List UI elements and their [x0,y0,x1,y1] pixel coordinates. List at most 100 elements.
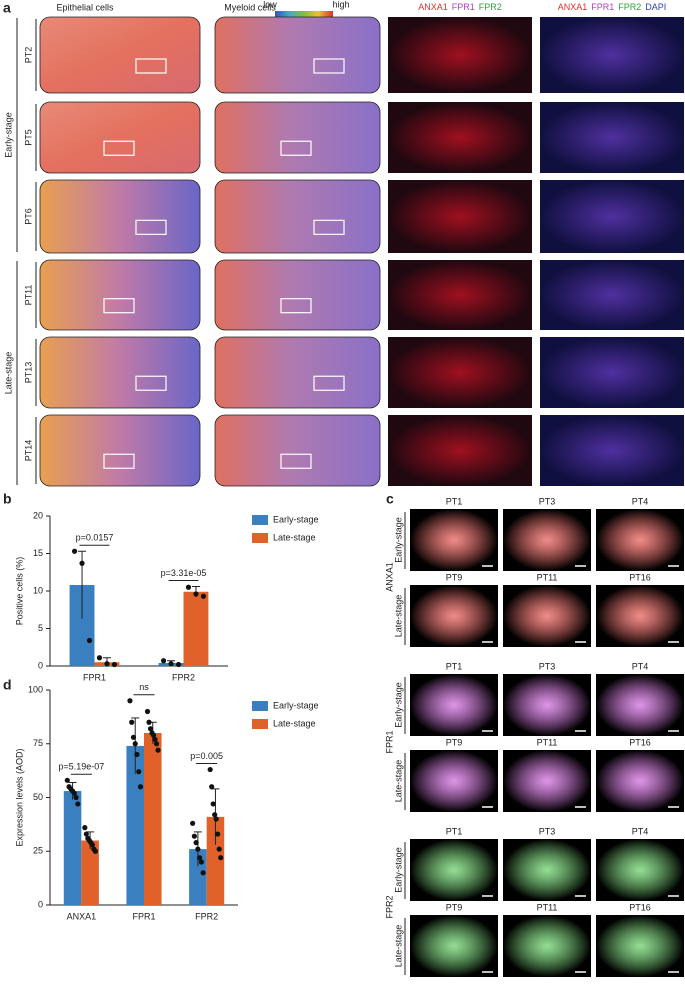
fluorescence-image [410,585,498,647]
sample-label: PT3 [539,496,556,506]
spatial-map [39,101,201,174]
data-point [73,794,79,801]
bar [206,816,225,905]
data-point [198,859,205,865]
data-point [144,708,151,715]
fluorescence-image [540,337,684,408]
panel-letter: c [386,491,394,507]
sample-label: PT4 [632,661,649,671]
fluorescence-image [410,915,498,977]
data-point [218,855,224,861]
fluorescence-image [410,750,498,812]
spatial-map [39,259,201,331]
sample-label: PT11 [537,737,558,747]
data-point [195,846,201,852]
spatial-map [39,414,201,487]
fluorescence-image [410,674,498,736]
x-tick-label: FPR2 [195,911,218,921]
stain-name: ANXA1 [418,2,448,12]
roi-box [280,140,312,156]
data-point [200,870,206,876]
fluorescence-image [388,415,532,486]
data-point [75,801,81,807]
stage-label: Early-stage [393,682,403,728]
stain-name: DAPI [645,2,666,12]
p-value: p=5.19e-07 [58,762,104,772]
sample-label: PT11 [23,285,33,306]
fluorescence-image [540,260,684,330]
column-header: Epithelial cells [56,2,114,12]
data-point [134,751,140,758]
stage-label: Late-stage [393,760,403,803]
data-point [79,560,85,566]
roi-box [135,219,167,235]
data-point [104,661,110,667]
stage-label: Late-stage [393,925,403,968]
sample-label: PT11 [537,902,558,912]
sample-label: PT3 [539,826,556,836]
fluorescence-image [596,750,684,812]
fluorescence-image [388,260,532,330]
spatial-map [214,179,381,254]
legend-label: Late-stage [273,532,316,542]
sample-label: PT14 [23,440,33,462]
stain-header: ANXA1 FPR1 FPR2 DAPI [558,2,667,12]
spatial-map [214,336,381,409]
data-point [207,766,213,773]
data-point [210,801,216,807]
data-point [191,833,197,839]
roi-box [103,140,135,156]
sample-label: PT16 [629,902,651,912]
sample-label: PT11 [537,572,558,582]
fluorescence-image [596,509,684,571]
y-axis-label: Expression levels (AOD) [14,748,24,846]
stain-name: FPR2 [618,2,641,12]
data-point [212,812,218,818]
data-point [89,842,95,848]
p-value: ns [139,682,149,692]
sample-label: PT9 [446,737,463,747]
sample-label: PT1 [446,826,463,836]
x-tick-label: ANXA1 [67,911,97,921]
sample-label: PT13 [23,362,33,384]
y-tick-label: 20 [33,510,43,520]
spatial-map [39,336,201,409]
spatial-map [39,16,201,94]
y-tick-label: 15 [33,548,43,558]
fluorescence-image [540,102,684,173]
roi-box [280,298,312,314]
spatial-map [214,101,381,174]
panel-letter: b [3,491,12,507]
p-value: p=0.0157 [76,533,114,543]
sample-label: PT9 [446,572,463,582]
legend-swatch [252,701,268,711]
stage-label: Early-stage [393,847,403,893]
fluorescence-image [540,17,684,93]
fluorescence-image [388,180,532,253]
data-point [190,820,196,826]
roi-box [313,375,345,391]
data-point [193,591,199,597]
spatial-map [39,179,201,254]
data-point [209,784,215,790]
data-point [71,548,78,554]
sample-label: PT1 [446,496,463,506]
data-point [136,769,142,775]
y-tick-label: 50 [33,792,43,802]
x-tick-label: FPR1 [132,911,155,921]
fluorescence-image [388,17,532,93]
marker-label: ANXA1 [384,562,394,592]
y-tick-label: 100 [28,684,43,694]
y-tick-label: 10 [33,585,43,595]
legend-label: Early-stage [273,700,319,710]
colorbar-label: high [332,0,349,9]
legend-label: Early-stage [273,514,319,524]
fluorescence-image [503,674,591,736]
stain-name: ANXA1 [558,2,588,12]
p-value: p=0.005 [190,751,223,761]
marker-label: FPR2 [384,895,394,918]
sample-label: PT6 [23,208,33,225]
fluorescence-image [388,102,532,173]
legend-label: Late-stage [273,718,316,728]
roi-box [313,58,345,74]
